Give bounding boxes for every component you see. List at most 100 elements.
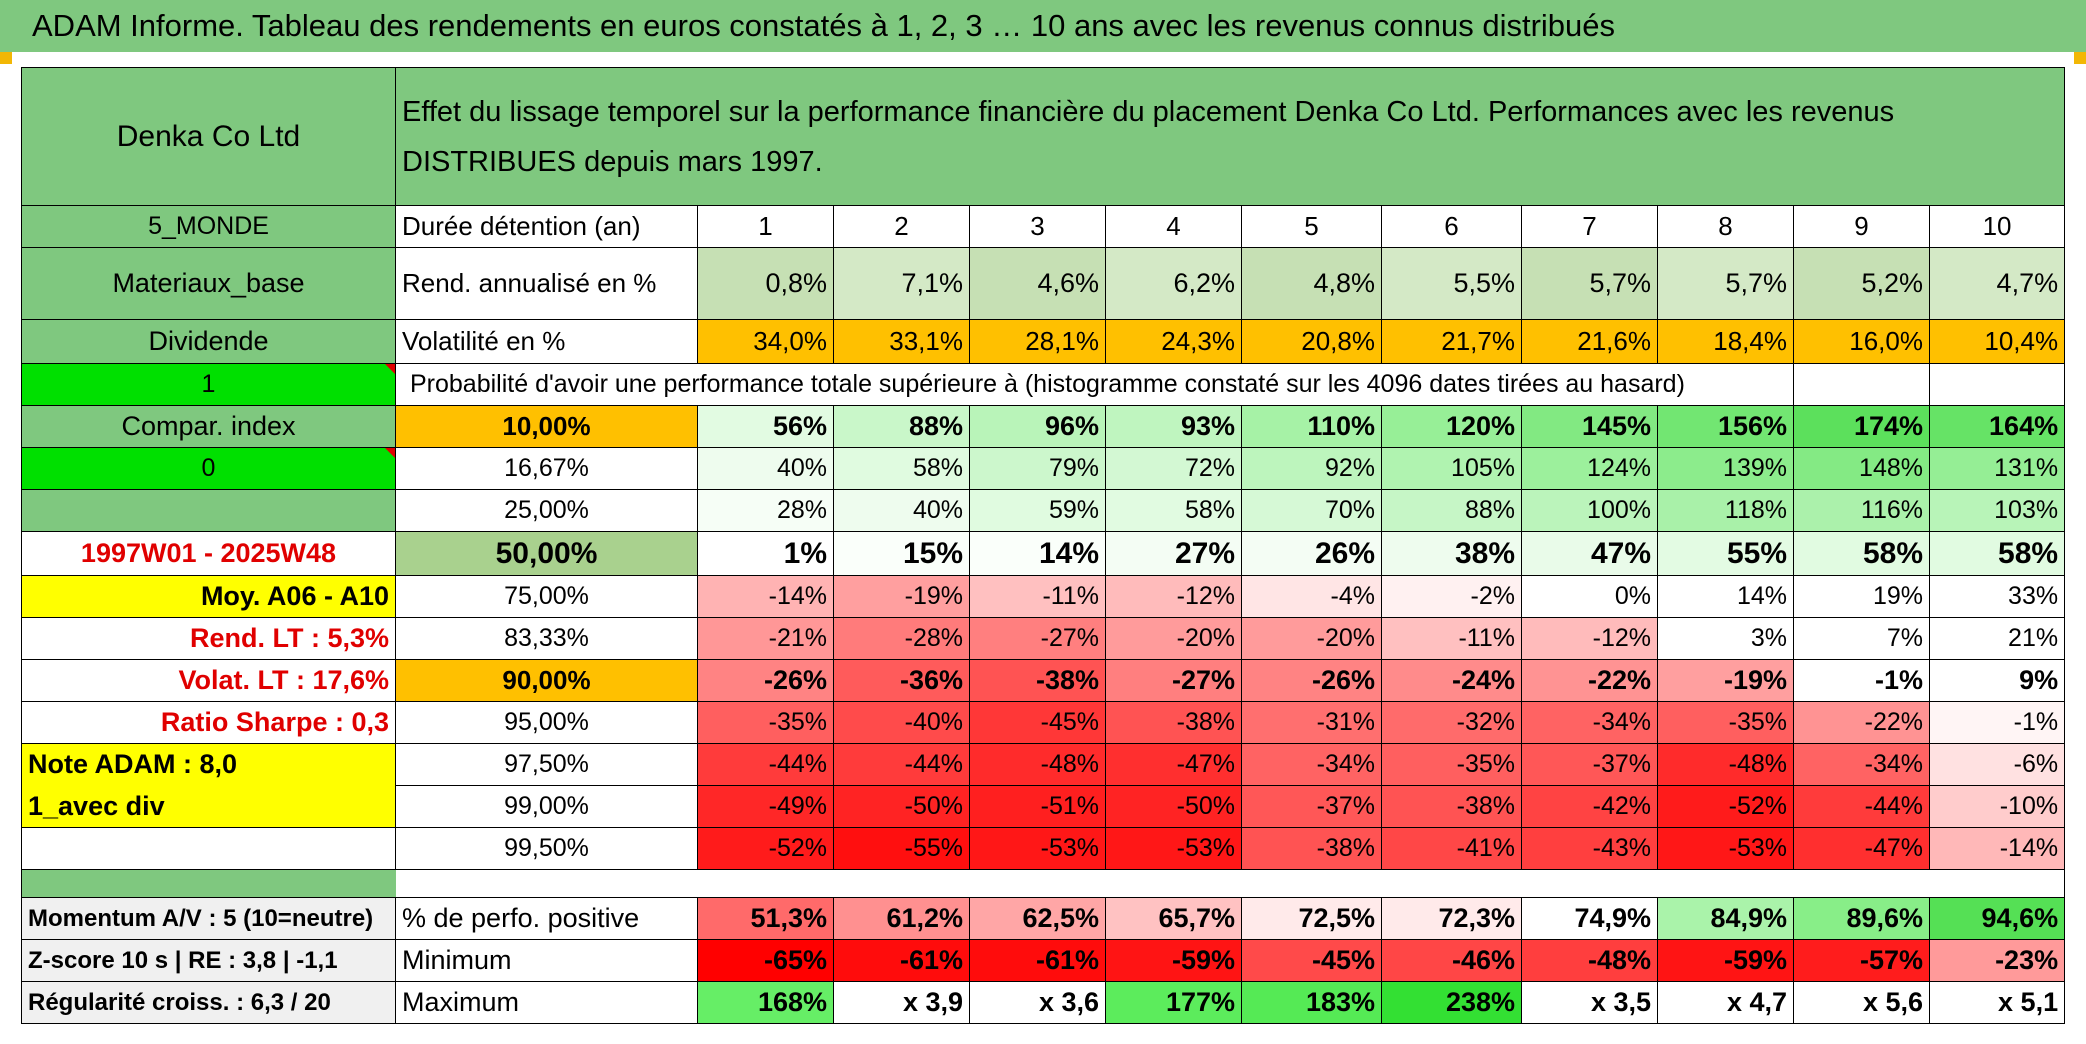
quantile-value-cell: 124% [1522, 448, 1658, 490]
empty-side-cell [22, 490, 396, 532]
quantile-value-cell: -48% [1658, 744, 1794, 786]
quantile-value-cell: 27% [1106, 532, 1242, 576]
quantile-label: 10,00% [396, 406, 698, 448]
volat-label: Volatilité en % [396, 320, 698, 364]
quantile-value-cell: 131% [1930, 448, 2065, 490]
quantile-value-cell: 148% [1794, 448, 1930, 490]
spacer-cell [1658, 870, 1794, 898]
minimum-cell: -61% [834, 940, 970, 982]
quantile-value-cell: 88% [1382, 490, 1522, 532]
year-header: 3 [970, 206, 1106, 248]
maximum-cell: 177% [1106, 982, 1242, 1024]
spacer-cell [1930, 870, 2065, 898]
volatility-cell: 21,6% [1522, 320, 1658, 364]
maximum-cell: x 4,7 [1658, 982, 1794, 1024]
quantile-value-cell: 105% [1382, 448, 1522, 490]
quantile-value-cell: -50% [834, 786, 970, 828]
empty-cell [1930, 364, 2065, 406]
quantile-label: 90,00% [396, 660, 698, 702]
quantile-value-cell: 92% [1242, 448, 1382, 490]
company-name: Denka Co Ltd [22, 68, 396, 206]
volatility-cell: 20,8% [1242, 320, 1382, 364]
quantile-value-cell: -12% [1522, 618, 1658, 660]
quantile-value-cell: -4% [1242, 576, 1382, 618]
volatility-cell: 34,0% [698, 320, 834, 364]
maximum-cell: x 5,1 [1930, 982, 2065, 1024]
positive-rate-cell: 62,5% [970, 898, 1106, 940]
quantile-value-cell: -35% [698, 702, 834, 744]
year-header: 1 [698, 206, 834, 248]
quantile-value-cell: -20% [1242, 618, 1382, 660]
positive-rate-cell: 89,6% [1794, 898, 1930, 940]
spacer-cell [970, 870, 1106, 898]
quantile-value-cell: 100% [1522, 490, 1658, 532]
quantile-value-cell: -12% [1106, 576, 1242, 618]
volatility-cell: 28,1% [970, 320, 1106, 364]
quantile-value-cell: -43% [1522, 828, 1658, 870]
quantile-value-cell: -35% [1658, 702, 1794, 744]
rend-label: Rend. annualisé en % [396, 248, 698, 320]
annualized-return-cell: 6,2% [1106, 248, 1242, 320]
quantile-value-cell: 26% [1242, 532, 1382, 576]
year-header: 5 [1242, 206, 1382, 248]
annualized-return-cell: 7,1% [834, 248, 970, 320]
spacer-cell [1522, 870, 1658, 898]
quantile-label: 16,67% [396, 448, 698, 490]
quantile-value-cell: -47% [1106, 744, 1242, 786]
maximum-cell: 168% [698, 982, 834, 1024]
period-label: 1997W01 - 2025W48 [22, 532, 396, 576]
quantile-value-cell: 164% [1930, 406, 2065, 448]
year-header: 10 [1930, 206, 2065, 248]
maximum-cell: 183% [1242, 982, 1382, 1024]
quantile-value-cell: -26% [698, 660, 834, 702]
spacer-cell [834, 870, 970, 898]
quantile-value-cell: 79% [970, 448, 1106, 490]
spacer-green-cell [22, 870, 396, 898]
quantile-value-cell: 58% [834, 448, 970, 490]
quantile-value-cell: -22% [1794, 702, 1930, 744]
quantile-value-cell: 1% [698, 532, 834, 576]
quantile-value-cell: -44% [834, 744, 970, 786]
quantile-value-cell: 118% [1658, 490, 1794, 532]
avec-div-label: 1_avec div [22, 786, 396, 828]
minimum-cell: -59% [1106, 940, 1242, 982]
quantile-label: 97,50% [396, 744, 698, 786]
quantile-value-cell: 174% [1794, 406, 1930, 448]
minimum-cell: -59% [1658, 940, 1794, 982]
corner-marker [2074, 52, 2086, 64]
positive-rate-cell: 72,5% [1242, 898, 1382, 940]
quantile-value-cell: -37% [1522, 744, 1658, 786]
quantile-value-cell: -36% [834, 660, 970, 702]
year-header: 2 [834, 206, 970, 248]
quantile-value-cell: 70% [1242, 490, 1382, 532]
positive-rate-cell: 74,9% [1522, 898, 1658, 940]
minimum-cell: -48% [1522, 940, 1658, 982]
quantile-value-cell: 156% [1658, 406, 1794, 448]
quantile-value-cell: 28% [698, 490, 834, 532]
quantile-label: 83,33% [396, 618, 698, 660]
quantile-value-cell: 21% [1930, 618, 2065, 660]
empty-side-cell [22, 828, 396, 870]
quantile-value-cell: 38% [1382, 532, 1522, 576]
quantile-value-cell: -24% [1382, 660, 1522, 702]
quantile-value-cell: -34% [1794, 744, 1930, 786]
flag-one: 1 [22, 364, 396, 406]
quantile-label: 95,00% [396, 702, 698, 744]
quantile-value-cell: -14% [698, 576, 834, 618]
annualized-return-cell: 5,7% [1658, 248, 1794, 320]
positive-rate-cell: 84,9% [1658, 898, 1794, 940]
quantile-value-cell: -14% [1930, 828, 2065, 870]
quantile-value-cell: -26% [1242, 660, 1382, 702]
quantile-value-cell: -50% [1106, 786, 1242, 828]
flag-zero: 0 [22, 448, 396, 490]
minimum-cell: -65% [698, 940, 834, 982]
minimum-cell: -45% [1242, 940, 1382, 982]
volatility-cell: 10,4% [1930, 320, 2065, 364]
quantile-value-cell: 9% [1930, 660, 2065, 702]
quantile-value-cell: -11% [970, 576, 1106, 618]
quantile-value-cell: -34% [1522, 702, 1658, 744]
quantile-value-cell: -53% [1106, 828, 1242, 870]
quantile-value-cell: 0% [1522, 576, 1658, 618]
quantile-value-cell: -10% [1930, 786, 2065, 828]
quantile-value-cell: -22% [1522, 660, 1658, 702]
